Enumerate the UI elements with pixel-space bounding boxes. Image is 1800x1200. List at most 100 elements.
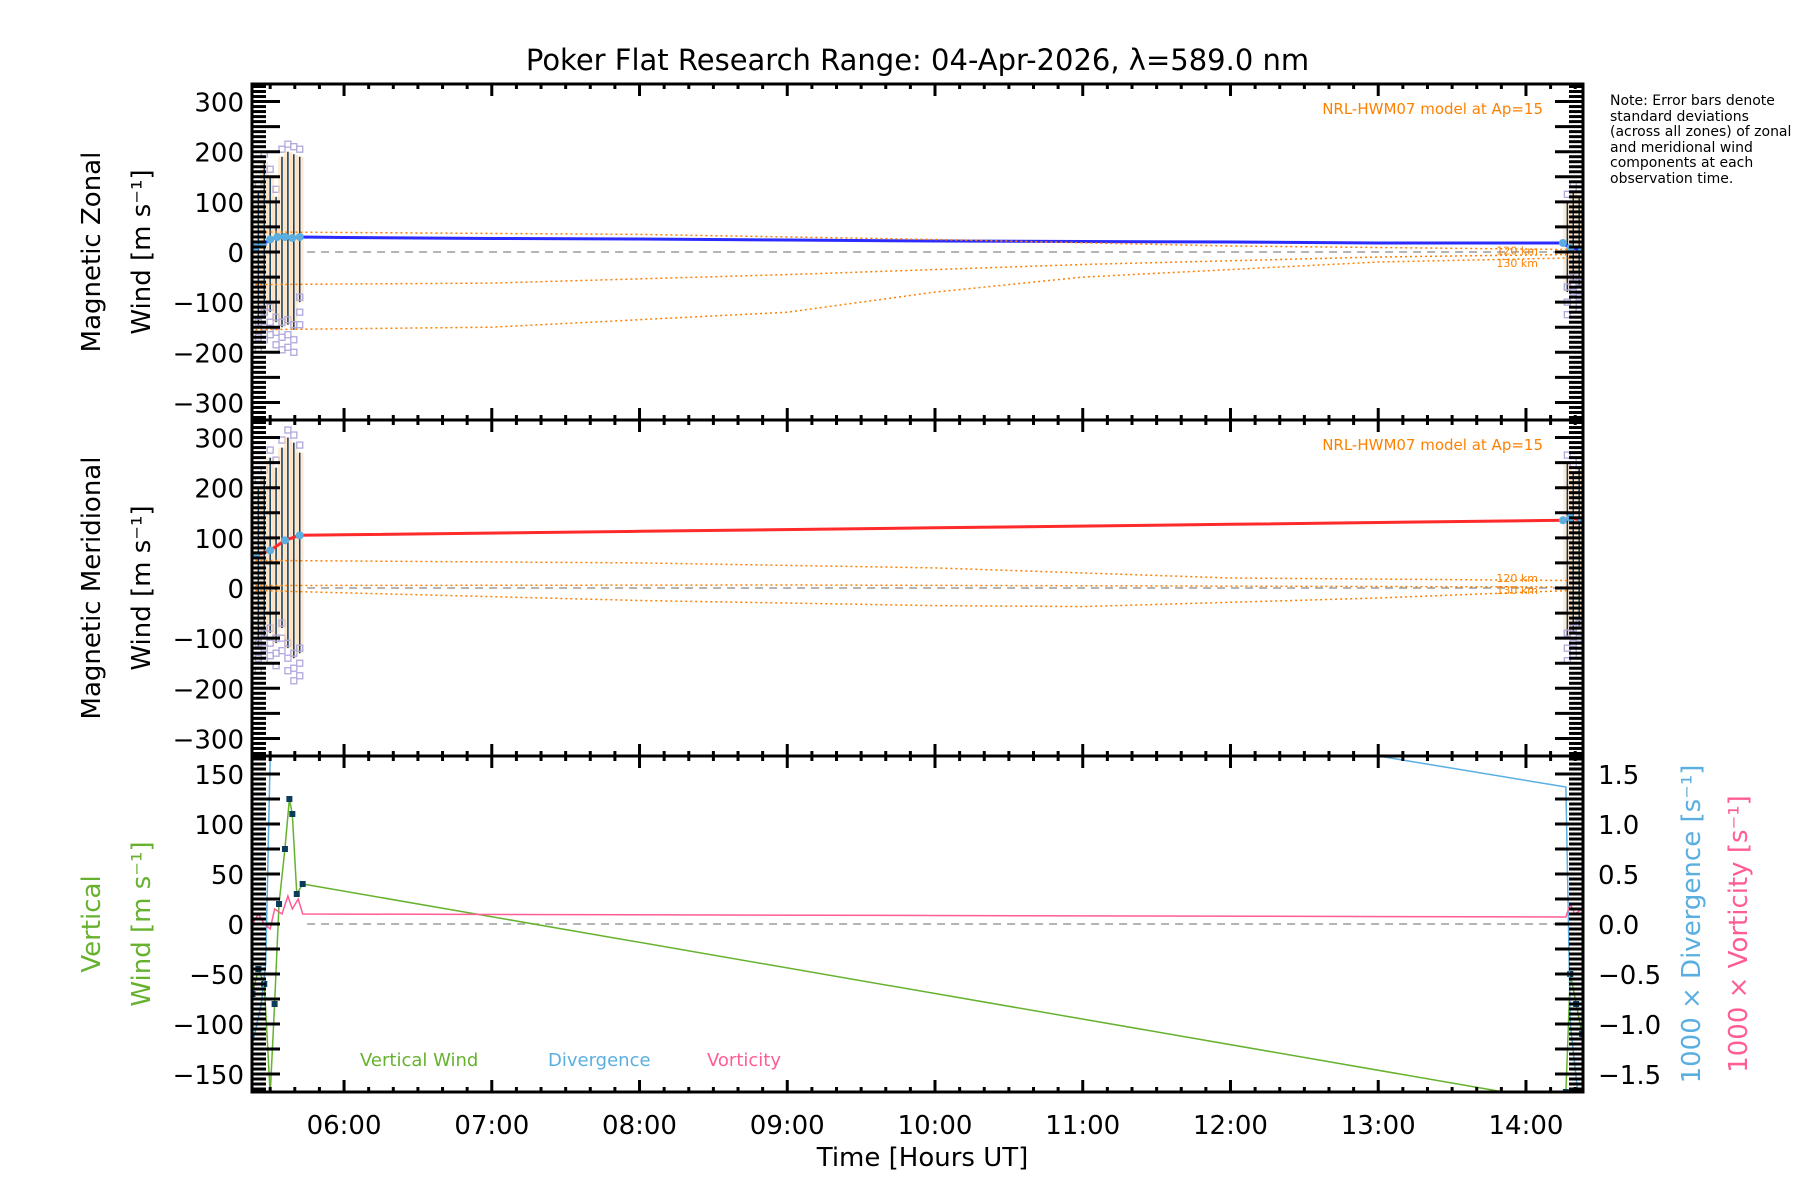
y-tick-label: 0	[227, 239, 244, 269]
y-tick-label: 0	[227, 575, 244, 605]
x-tick-label: 07:00	[454, 1111, 529, 1141]
plot-area	[252, 426, 1583, 685]
zone-point	[266, 446, 274, 454]
data-point	[281, 846, 288, 852]
data-point	[266, 546, 275, 555]
y2-tick-label: 0.0	[1598, 911, 1639, 941]
y-tick-label: −300	[173, 725, 244, 755]
zone-point	[1563, 451, 1571, 459]
y-axis-label: Wind [m s⁻¹]	[127, 169, 157, 334]
data-point	[295, 531, 304, 540]
series-model-b	[255, 584, 1571, 588]
x-tick-label: 13:00	[1341, 1111, 1416, 1141]
series-model-120-km	[255, 559, 1571, 582]
zone-point	[272, 341, 280, 349]
data-point	[295, 232, 304, 241]
zone-point	[290, 664, 298, 672]
zone-point	[290, 336, 298, 344]
y-tick-label: −100	[173, 625, 244, 655]
zone-point	[296, 145, 304, 153]
panel-2: 300 200 100 0 −100 −200 −300 Magnetic Meridiona…	[77, 418, 1585, 758]
y-axis-label: Magnetic Zonal	[77, 152, 107, 353]
legend-vertical-wind: Vertical Wind	[360, 1050, 478, 1071]
y-tick-label: −150	[173, 1061, 244, 1091]
data-point	[266, 235, 275, 244]
data-point	[289, 811, 296, 817]
y2-tick-label: 1.5	[1598, 761, 1639, 791]
legend-divergence: Divergence	[548, 1050, 651, 1071]
y-tick-label: −50	[189, 961, 244, 991]
zone-point	[284, 343, 292, 351]
zone-point	[266, 331, 274, 339]
series-model-130-km	[255, 589, 1571, 608]
zone-point	[278, 647, 286, 655]
x-tick-label: 10:00	[898, 1111, 973, 1141]
y-tick-label: 100	[194, 811, 244, 841]
x-tick-label: 12:00	[1193, 1111, 1268, 1141]
y2-tick-label: −1.0	[1598, 1011, 1661, 1041]
y-tick-label: 300	[194, 89, 244, 119]
data-point	[286, 796, 293, 802]
y-axis-label: Vertical	[77, 875, 107, 972]
series-model-a	[255, 231, 1571, 251]
zone-point	[290, 143, 298, 151]
data-point	[299, 881, 306, 887]
y-axis-label: Magnetic Meridional	[77, 457, 107, 720]
y2-axis-label-divergence: 1000 × Divergence [s⁻¹]	[1677, 765, 1707, 1084]
zone-point	[284, 426, 292, 434]
zone-point	[284, 140, 292, 148]
zone-point	[296, 441, 304, 449]
data-point	[1558, 238, 1567, 247]
model-alt-label: 120 km	[1496, 245, 1538, 258]
y-axis-label: Wind [m s⁻¹]	[127, 841, 157, 1006]
x-axis-label: Time [Hours UT]	[816, 1143, 1029, 1173]
model-alt-label: 130 km	[1496, 584, 1538, 597]
series-meridional-wind	[254, 516, 1583, 557]
y2-tick-label: 0.5	[1598, 861, 1639, 891]
zone-point	[296, 659, 304, 667]
x-tick-label: 11:00	[1045, 1111, 1120, 1141]
data-point	[1558, 516, 1567, 525]
plot-area	[252, 756, 1583, 1092]
x-tick-label: 08:00	[602, 1111, 677, 1141]
model-alt-label: 130 km	[1496, 257, 1538, 270]
zone-point	[296, 308, 304, 316]
x-tick-label: 09:00	[750, 1111, 825, 1141]
y-tick-label: −100	[173, 289, 244, 319]
model-label: NRL-HWM07 model at Ap=15	[1322, 436, 1543, 454]
data-point	[293, 891, 300, 897]
zone-point	[290, 348, 298, 356]
panel-3: 150 100 50 0 −50 −100 −150 Vertical Wind [m s⁻¹]…	[77, 754, 1754, 1094]
chart-title: Poker Flat Research Range: 04-Apr-2026, …	[526, 43, 1309, 77]
y-tick-label: −300	[173, 389, 244, 419]
y-tick-label: −200	[173, 339, 244, 369]
y2-tick-label: 1.0	[1598, 811, 1639, 841]
y-tick-label: 50	[211, 861, 244, 891]
y-tick-label: 0	[227, 911, 244, 941]
zone-point	[296, 672, 304, 680]
series-model-130-km	[255, 257, 1571, 331]
zone-point	[266, 165, 274, 173]
y-tick-label: −200	[173, 675, 244, 705]
data-point	[288, 233, 297, 242]
zone-point	[278, 333, 286, 341]
y2-axis-label-vorticity: 1000 × Vorticity [s⁻¹]	[1724, 795, 1754, 1073]
y2-tick-label: −1.5	[1598, 1061, 1661, 1091]
panel-1: 300 200 100 0 −100 −200 −300 Magnetic Zonal Wind…	[77, 82, 1585, 422]
series-model-120-km	[255, 253, 1571, 286]
x-tick-label: 14:00	[1489, 1111, 1564, 1141]
zone-point	[1563, 311, 1571, 319]
error-bar-note: Note: Error bars denote standard deviati…	[1610, 93, 1792, 187]
zone-point	[278, 145, 286, 153]
legend-vorticity: Vorticity	[707, 1050, 781, 1071]
zone-point	[296, 644, 304, 652]
y-tick-label: −100	[173, 1011, 244, 1041]
data-point	[280, 232, 289, 241]
plot-area	[252, 140, 1583, 356]
zone-point	[290, 677, 298, 685]
zone-point	[284, 667, 292, 675]
x-tick-label: 06:00	[307, 1111, 382, 1141]
model-label: NRL-HWM07 model at Ap=15	[1322, 100, 1543, 118]
zone-point	[290, 431, 298, 439]
